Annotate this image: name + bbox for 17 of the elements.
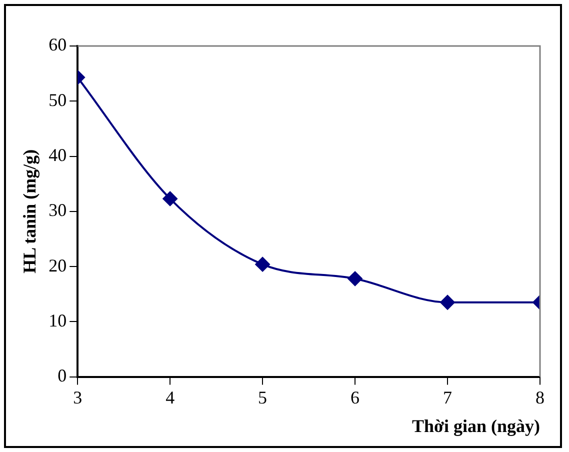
point <box>255 256 270 272</box>
y-tick-label: 50 <box>48 90 67 110</box>
x-tick-label: 4 <box>166 387 175 408</box>
y-axis-title: HL tanin (mg/g) <box>19 149 40 274</box>
y-tick-label: 40 <box>48 145 67 165</box>
y-tick-label: 20 <box>48 255 67 276</box>
y-tick-label: 30 <box>48 200 67 220</box>
x-tick-label: 3 <box>73 387 82 408</box>
x-tick-label: 8 <box>536 387 544 408</box>
x-tick-label: 6 <box>350 387 360 408</box>
x-axis-title: Thời gian (ngày) <box>412 416 540 436</box>
y-tick-label: 10 <box>48 310 67 330</box>
x-tick-label: 7 <box>443 387 452 408</box>
y-tick-label: 0 <box>58 366 67 386</box>
y-tick-label: 60 <box>48 34 67 55</box>
point <box>348 271 363 286</box>
x-tick-label: 5 <box>258 387 268 408</box>
